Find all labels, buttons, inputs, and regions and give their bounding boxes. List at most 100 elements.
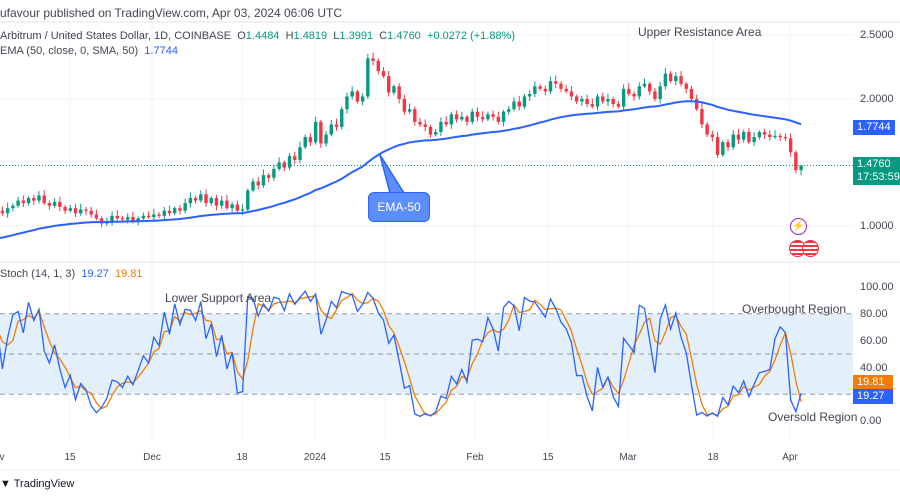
candle-body	[381, 71, 386, 77]
candle-body	[658, 86, 662, 99]
candle-body	[293, 156, 297, 160]
candle-body	[397, 86, 401, 99]
tradingview-logo[interactable]: ▼ TradingView	[0, 478, 74, 490]
close-value: 1.4760	[387, 30, 421, 42]
candle-body	[616, 104, 621, 107]
candle-body	[209, 198, 213, 204]
candle-body	[538, 86, 542, 89]
candle-body	[178, 208, 182, 211]
candle-body	[47, 203, 52, 206]
candle-body	[146, 215, 151, 218]
candle-body	[679, 76, 683, 84]
candle-body	[642, 83, 647, 87]
change-value: +0.0272 (+1.88%)	[426, 30, 516, 42]
candle-body	[298, 147, 302, 160]
upper-resistance-annotation[interactable]: Upper Resistance Area	[638, 25, 762, 39]
candle-body	[715, 137, 720, 155]
time-axis-label: 15	[379, 452, 391, 463]
candle-body	[799, 165, 803, 171]
candle-body	[63, 206, 67, 211]
candle-body	[11, 205, 15, 209]
price-axis-label: 2.5000	[860, 29, 894, 41]
candle-body	[736, 134, 741, 140]
candle-body	[475, 111, 480, 117]
candle-body	[162, 210, 166, 216]
candle-body	[360, 96, 365, 102]
candle-body	[329, 124, 333, 135]
candle-body	[319, 121, 323, 144]
candle-body	[251, 181, 255, 191]
candle-body	[115, 215, 119, 219]
ema-legend[interactable]: EMA (50, close, 0, SMA, 50) 1.7744	[0, 45, 178, 57]
candle-body	[559, 83, 563, 89]
candle-body	[705, 124, 709, 135]
candle-body	[653, 91, 657, 99]
candle-body	[710, 134, 715, 138]
candle-body	[663, 73, 668, 87]
stoch-axis-label: 100.00	[860, 281, 894, 293]
candle-body	[79, 209, 83, 214]
stoch-k-tag: 19.27	[853, 389, 893, 404]
candle-body	[246, 190, 250, 210]
candle-body	[731, 134, 735, 148]
lightning-event-icon[interactable]: ⚡	[790, 218, 807, 235]
candle-body	[366, 58, 370, 97]
candle-body	[637, 86, 641, 97]
candle-body	[204, 194, 208, 204]
brand-name: TradingView	[13, 478, 75, 490]
candle-body	[225, 200, 229, 209]
time-axis-label: Dec	[143, 452, 161, 463]
candle-body	[188, 198, 193, 204]
published-info: ufavour published on TradingView.com, Ap…	[0, 6, 342, 20]
candle-body	[313, 121, 318, 143]
time-axis-label: 15	[542, 452, 554, 463]
candle-body	[350, 91, 354, 97]
time-axis-label: 18	[236, 452, 248, 463]
stoch-axis-label: 0.00	[860, 415, 882, 427]
candle-body	[601, 96, 605, 102]
stoch-k-value: 19.27	[81, 268, 109, 280]
candle-body	[199, 194, 203, 201]
chart-canvas[interactable]	[0, 0, 900, 470]
last-price: 1.4760	[857, 158, 891, 170]
candle-body	[449, 114, 454, 125]
candle-body	[16, 200, 20, 206]
candle-body	[110, 215, 114, 221]
candle-body	[157, 214, 161, 216]
low-label: L	[333, 30, 340, 42]
candle-body	[590, 104, 594, 107]
candle-body	[648, 83, 652, 92]
candle-body	[407, 109, 412, 112]
candle-body	[345, 96, 349, 110]
candle-body	[126, 217, 130, 220]
time-axis-label: 15	[64, 452, 76, 463]
candle-body	[611, 99, 615, 105]
candle-body	[507, 109, 511, 112]
candle-body	[454, 114, 459, 120]
candle-body	[355, 91, 360, 102]
symbol-legend: Arbitrum / United States Dollar, 1D, COI…	[0, 30, 515, 42]
candle-body	[527, 93, 532, 97]
ema-value: 1.7744	[144, 45, 178, 57]
stoch-legend[interactable]: Stoch (14, 1, 3) 19.27 19.81	[0, 268, 143, 280]
us-flag-event-icon[interactable]	[802, 240, 819, 257]
candle-body	[496, 116, 501, 122]
candle-body	[721, 142, 725, 155]
ema-callout[interactable]: EMA-50	[368, 192, 430, 222]
overbought-annotation[interactable]: Overbought Region	[742, 302, 847, 316]
candle-body	[470, 111, 474, 122]
candle-body	[465, 116, 469, 122]
time-axis-label: 2024	[303, 452, 327, 463]
lower-support-annotation[interactable]: Lower Support Area	[165, 291, 272, 305]
symbol-name[interactable]: Arbitrum / United States Dollar, 1D, COI…	[0, 30, 232, 42]
candle-body	[741, 132, 746, 140]
oversold-annotation[interactable]: Oversold Region	[768, 410, 858, 424]
candle-body	[569, 91, 574, 97]
price-axis-label: 2.0000	[860, 93, 894, 105]
candle-body	[585, 99, 589, 105]
candle-body	[668, 73, 673, 82]
candle-body	[501, 111, 506, 122]
candle-body	[152, 214, 156, 218]
candle-body	[84, 209, 88, 211]
candle-body	[768, 134, 772, 138]
